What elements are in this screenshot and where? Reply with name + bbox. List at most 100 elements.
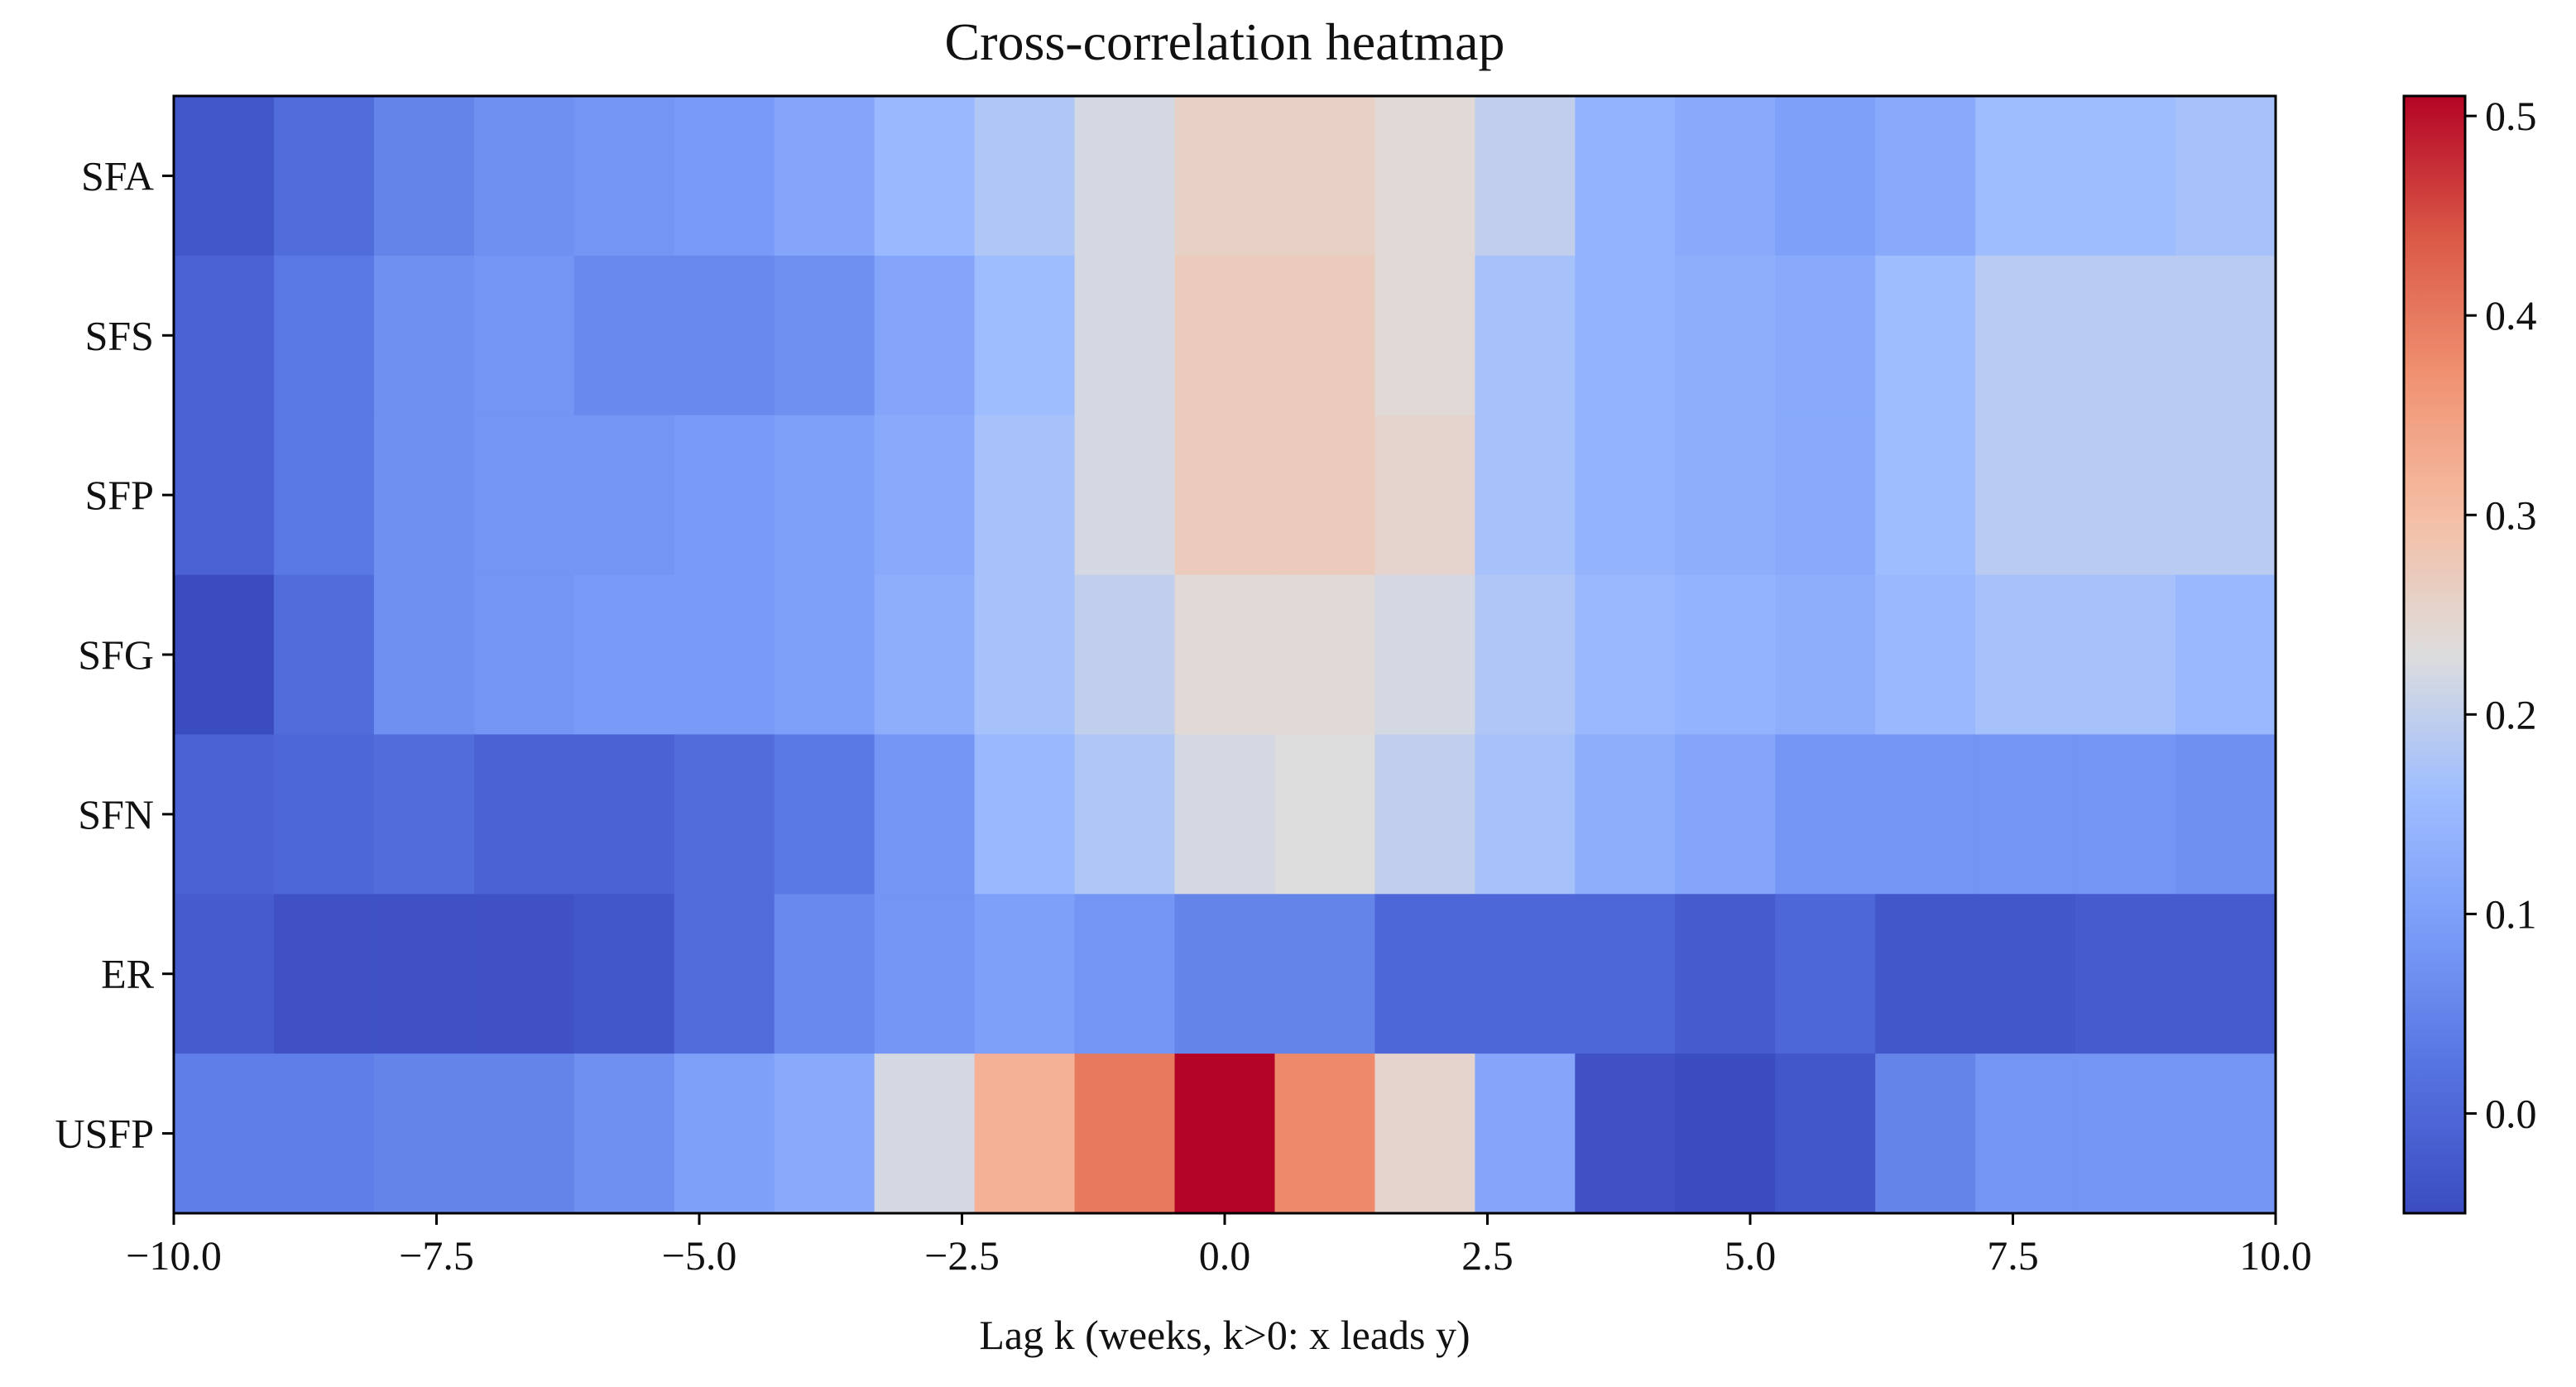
- heatmap-cell: [2075, 415, 2176, 576]
- heatmap-cell: [1875, 894, 1976, 1054]
- heatmap-cell: [273, 96, 375, 257]
- heatmap-cell: [1975, 1053, 2076, 1214]
- heatmap-cell: [573, 1053, 675, 1214]
- heatmap-cell: [1975, 734, 2076, 895]
- x-axis-label: Lag k (weeks, k>0: x leads y): [979, 1312, 1470, 1358]
- heatmap-cell: [1575, 894, 1676, 1054]
- heatmap-cell: [774, 894, 875, 1054]
- heatmap-cell: [1274, 1053, 1376, 1214]
- heatmap-cell: [1675, 415, 1776, 576]
- heatmap-cell: [1174, 1053, 1276, 1214]
- heatmap-cell: [1575, 574, 1676, 736]
- heatmap-cell: [373, 734, 475, 895]
- heatmap-cell: [1274, 574, 1376, 736]
- heatmap-cell: [373, 255, 475, 416]
- heatmap-cell: [774, 415, 875, 576]
- heatmap-cell: [1775, 1053, 1876, 1214]
- x-tick-label: 0.0: [1199, 1232, 1251, 1279]
- heatmap-cell: [1074, 894, 1176, 1054]
- heatmap-cell: [473, 894, 575, 1054]
- heatmap-cell: [573, 894, 675, 1054]
- heatmap-cell: [1374, 1053, 1475, 1214]
- heatmap-cell: [1374, 255, 1475, 416]
- heatmap-cell: [174, 734, 275, 895]
- y-tick-label: SFN: [78, 791, 154, 837]
- colorbar-tick-label: 0.2: [2485, 691, 2537, 737]
- x-tick-label: −2.5: [924, 1232, 1000, 1279]
- heatmap-cell: [674, 96, 775, 257]
- heatmap-cell: [1174, 96, 1276, 257]
- heatmap-cell: [1174, 734, 1276, 895]
- heatmap-cell: [573, 574, 675, 736]
- heatmap-cell: [1274, 415, 1376, 576]
- colorbar: 0.0 0.1 0.2 0.3 0.4 0.5: [2402, 93, 2537, 1215]
- heatmap-cell: [1575, 96, 1676, 257]
- heatmap-cell: [1675, 734, 1776, 895]
- heatmap-cell: [2175, 415, 2276, 576]
- heatmap-cell: [1875, 574, 1976, 736]
- heatmap-cell: [174, 1053, 275, 1214]
- heatmap-cell: [774, 1053, 875, 1214]
- x-axis: −10.0 −7.5 −5.0 −2.5 0.0 2.5 5.0 7.5 10.0: [126, 1213, 2312, 1279]
- heatmap-cell: [1174, 255, 1276, 416]
- heatmap-cell: [1875, 415, 1976, 576]
- heatmap-cell: [1475, 415, 1576, 576]
- heatmap-cell: [874, 734, 976, 895]
- heatmap-cell: [1174, 415, 1276, 576]
- heatmap-cell: [573, 96, 675, 257]
- heatmap-cell: [1975, 415, 2076, 576]
- heatmap-cell: [874, 1053, 976, 1214]
- heatmap-cell: [774, 734, 875, 895]
- heatmap-cell: [874, 255, 976, 416]
- heatmap-cell: [874, 96, 976, 257]
- colorbar-tick-label: 0.3: [2485, 492, 2537, 538]
- y-tick-label: SFG: [78, 631, 154, 678]
- heatmap-cell: [273, 574, 375, 736]
- heatmap-cell: [2075, 96, 2176, 257]
- heatmap-cell: [2175, 255, 2276, 416]
- x-tick-label: 7.5: [1987, 1232, 2039, 1279]
- heatmap-cell: [1074, 415, 1176, 576]
- heatmap-cell: [1575, 255, 1676, 416]
- heatmap-cells: [174, 96, 2276, 1214]
- heatmap-cell: [974, 894, 1076, 1054]
- heatmap-cell: [2175, 1053, 2276, 1214]
- heatmap-cell: [1174, 894, 1276, 1054]
- chart-title: Cross-correlation heatmap: [944, 12, 1504, 71]
- heatmap-cell: [1274, 734, 1376, 895]
- heatmap-cell: [1975, 894, 2076, 1054]
- x-tick-label: 2.5: [1461, 1232, 1513, 1279]
- heatmap-cell: [1274, 894, 1376, 1054]
- x-tick-label: −10.0: [126, 1232, 222, 1279]
- heatmap-cell: [273, 734, 375, 895]
- colorbar-tick-label: 0.4: [2485, 292, 2537, 338]
- heatmap-cell: [674, 1053, 775, 1214]
- heatmap-cell: [874, 894, 976, 1054]
- heatmap-cell: [974, 255, 1076, 416]
- heatmap-cell: [974, 415, 1076, 576]
- heatmap-cell: [273, 1053, 375, 1214]
- heatmap-cell: [473, 96, 575, 257]
- colorbar-gradient: [2404, 96, 2465, 1213]
- colorbar-tick-label: 0.1: [2485, 890, 2537, 937]
- heatmap-cell: [1174, 574, 1276, 736]
- heatmap-cell: [874, 574, 976, 736]
- heatmap-cell: [573, 734, 675, 895]
- heatmap-cell: [674, 734, 775, 895]
- heatmap-cell: [674, 894, 775, 1054]
- heatmap-cell: [1274, 96, 1376, 257]
- heatmap-cell: [1374, 415, 1475, 576]
- heatmap-cell: [1675, 1053, 1776, 1214]
- heatmap-cell: [674, 574, 775, 736]
- x-tick-label: −7.5: [399, 1232, 474, 1279]
- heatmap-cell: [2075, 894, 2176, 1054]
- heatmap-cell: [1775, 415, 1876, 576]
- heatmap-cell: [974, 734, 1076, 895]
- heatmap-cell: [1475, 1053, 1576, 1214]
- heatmap-cell: [174, 574, 275, 736]
- heatmap-cell: [273, 894, 375, 1054]
- heatmap-cell: [373, 894, 475, 1054]
- heatmap-cell: [373, 574, 475, 736]
- heatmap-cell: [2175, 574, 2276, 736]
